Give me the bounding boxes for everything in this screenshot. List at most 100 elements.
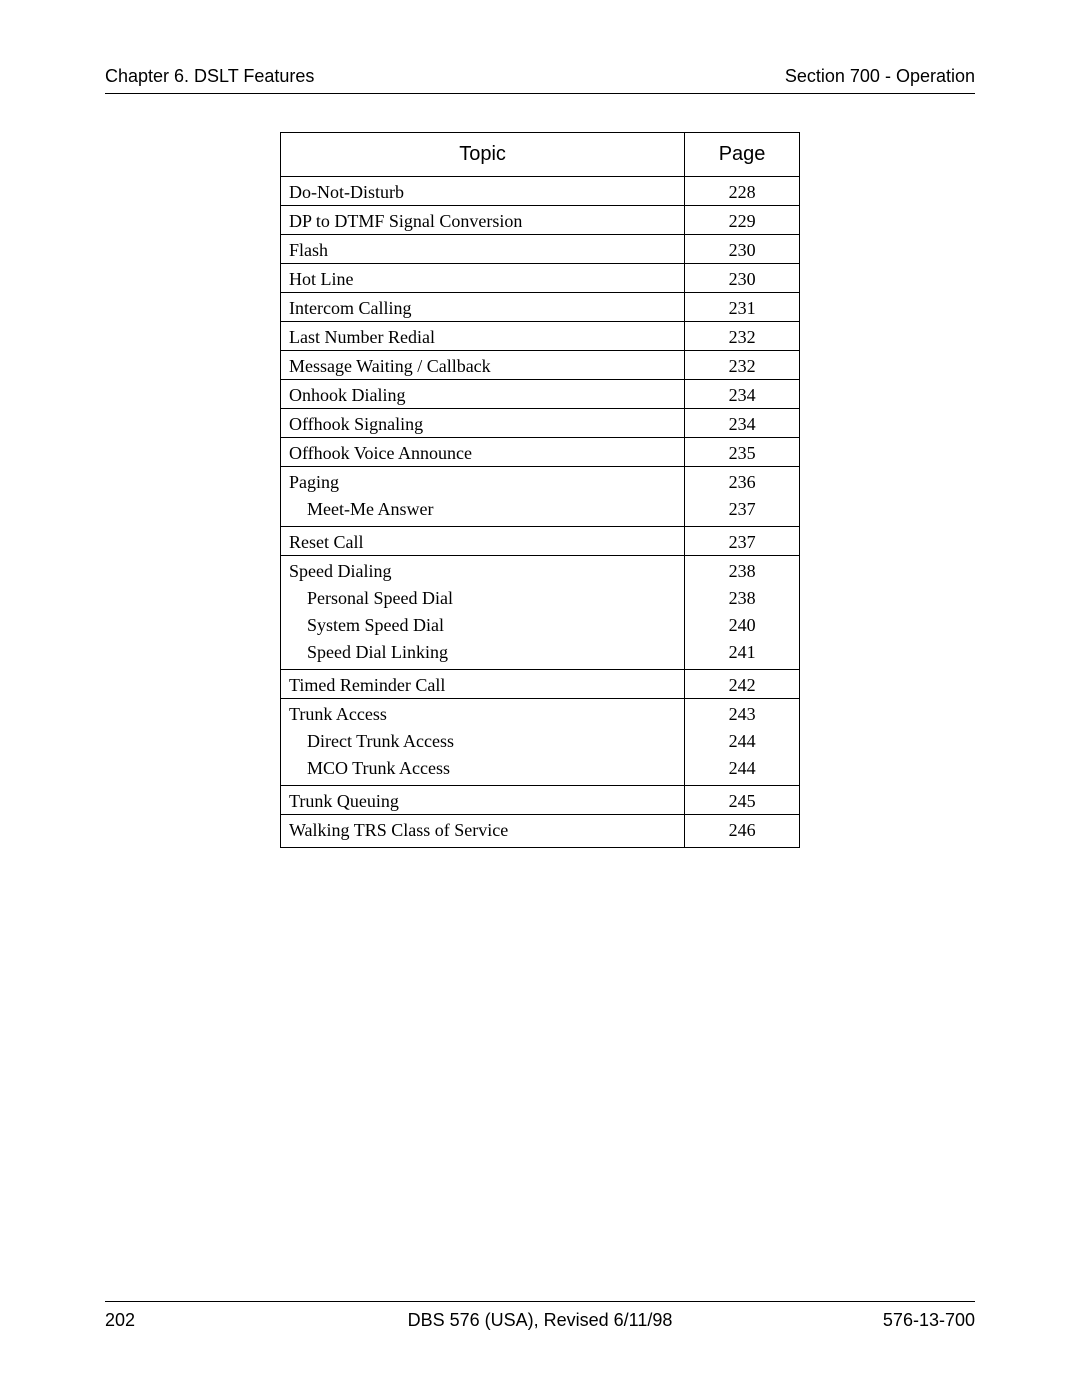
toc-topic: Hot Line xyxy=(289,269,354,289)
toc-topic-cell: Hot Line xyxy=(281,264,685,293)
toc-subtopic: Direct Trunk Access xyxy=(289,725,678,752)
table-row: Walking TRS Class of Service 246 xyxy=(281,815,800,848)
toc-subtopic: Meet-Me Answer xyxy=(289,493,678,520)
footer-center: DBS 576 (USA), Revised 6/11/98 xyxy=(105,1310,975,1331)
toc-page-cell: 236237 xyxy=(685,467,800,527)
toc-body: Do-Not-Disturb 228 DP to DTMF Signal Conve… xyxy=(281,177,800,848)
toc-header-row: Topic Page xyxy=(281,133,800,177)
toc-topic-cell: Walking TRS Class of Service xyxy=(281,815,685,848)
table-row: Onhook Dialing 234 xyxy=(281,380,800,409)
toc-subtopic: System Speed Dial xyxy=(289,609,678,636)
toc-page: 245 xyxy=(729,791,756,811)
toc-subpage: 238 xyxy=(685,582,799,609)
toc-subpage: 244 xyxy=(685,752,799,779)
toc-topic: Message Waiting / Callback xyxy=(289,356,491,376)
toc-subtopic: Speed Dial Linking xyxy=(289,636,678,663)
toc-page-cell: 230 xyxy=(685,264,800,293)
toc-topic: DP to DTMF Signal Conversion xyxy=(289,211,522,231)
toc-page: 234 xyxy=(729,414,756,434)
table-row: Message Waiting / Callback 232 xyxy=(281,351,800,380)
toc-page: 235 xyxy=(729,443,756,463)
toc-page: 238 xyxy=(729,561,756,581)
header-left: Chapter 6. DSLT Features xyxy=(105,66,314,87)
toc-page: 242 xyxy=(729,675,756,695)
table-row: DP to DTMF Signal Conversion 229 xyxy=(281,206,800,235)
table-row: Offhook Voice Announce 235 xyxy=(281,438,800,467)
toc-page-cell: 232 xyxy=(685,351,800,380)
toc-header-topic: Topic xyxy=(281,133,685,177)
table-row: Flash 230 xyxy=(281,235,800,264)
toc-page-cell: 234 xyxy=(685,409,800,438)
toc-page: 229 xyxy=(729,211,756,231)
toc-subtopic: Personal Speed Dial xyxy=(289,582,678,609)
toc-topic: Reset Call xyxy=(289,532,364,552)
table-row: Timed Reminder Call 242 xyxy=(281,670,800,699)
toc-page-cell: 235 xyxy=(685,438,800,467)
toc-topic: Walking TRS Class of Service xyxy=(289,820,508,840)
toc-table: Topic Page Do-Not-Disturb 228 DP to DTMF S… xyxy=(280,132,800,848)
toc-topic-cell: Reset Call xyxy=(281,527,685,556)
toc-page: 228 xyxy=(729,182,756,202)
toc-page-cell: 237 xyxy=(685,527,800,556)
toc-topic: Do-Not-Disturb xyxy=(289,182,404,202)
header-right: Section 700 - Operation xyxy=(785,66,975,87)
toc-page-cell: 245 xyxy=(685,786,800,815)
toc-subpage: 240 xyxy=(685,609,799,636)
table-row: PagingMeet-Me Answer236237 xyxy=(281,467,800,527)
toc-page: 236 xyxy=(729,472,756,492)
table-row: Do-Not-Disturb 228 xyxy=(281,177,800,206)
toc-header-page: Page xyxy=(685,133,800,177)
table-row: Intercom Calling 231 xyxy=(281,293,800,322)
toc-topic: Offhook Signaling xyxy=(289,414,423,434)
toc-topic: Flash xyxy=(289,240,328,260)
toc-topic: Offhook Voice Announce xyxy=(289,443,472,463)
page-header: Chapter 6. DSLT Features Section 700 - O… xyxy=(105,66,975,94)
toc-topic-cell: Onhook Dialing xyxy=(281,380,685,409)
toc-page-cell: 228 xyxy=(685,177,800,206)
toc-page-cell: 231 xyxy=(685,293,800,322)
toc-topic-cell: Trunk Queuing xyxy=(281,786,685,815)
toc-topic: Last Number Redial xyxy=(289,327,435,347)
toc-container: Topic Page Do-Not-Disturb 228 DP to DTMF S… xyxy=(105,132,975,848)
toc-page-cell: 229 xyxy=(685,206,800,235)
table-row: Last Number Redial 232 xyxy=(281,322,800,351)
table-row: Trunk Queuing 245 xyxy=(281,786,800,815)
toc-topic-cell: Intercom Calling xyxy=(281,293,685,322)
toc-topic-cell: Trunk AccessDirect Trunk AccessMCO Trunk… xyxy=(281,699,685,786)
toc-topic-cell: Message Waiting / Callback xyxy=(281,351,685,380)
toc-page: 246 xyxy=(729,820,756,840)
page-footer: 202 DBS 576 (USA), Revised 6/11/98 576-1… xyxy=(105,1301,975,1331)
toc-page-cell: 230 xyxy=(685,235,800,264)
toc-page-cell: 232 xyxy=(685,322,800,351)
toc-subpage: 237 xyxy=(685,493,799,520)
toc-page: 230 xyxy=(729,240,756,260)
toc-topic-cell: Last Number Redial xyxy=(281,322,685,351)
toc-topic: Trunk Access xyxy=(289,704,387,724)
toc-topic-cell: DP to DTMF Signal Conversion xyxy=(281,206,685,235)
toc-topic: Paging xyxy=(289,472,339,492)
document-page: Chapter 6. DSLT Features Section 700 - O… xyxy=(0,0,1080,1397)
toc-page: 232 xyxy=(729,356,756,376)
toc-page-cell: 234 xyxy=(685,380,800,409)
toc-subtopic: MCO Trunk Access xyxy=(289,752,678,779)
toc-page-cell: 242 xyxy=(685,670,800,699)
toc-topic-cell: Offhook Voice Announce xyxy=(281,438,685,467)
table-row: Speed DialingPersonal Speed DialSystem S… xyxy=(281,556,800,670)
toc-topic: Intercom Calling xyxy=(289,298,411,318)
toc-topic-cell: PagingMeet-Me Answer xyxy=(281,467,685,527)
table-row: Reset Call 237 xyxy=(281,527,800,556)
toc-topic: Timed Reminder Call xyxy=(289,675,445,695)
table-row: Hot Line 230 xyxy=(281,264,800,293)
toc-topic-cell: Flash xyxy=(281,235,685,264)
toc-page-cell: 243244244 xyxy=(685,699,800,786)
toc-topic-cell: Speed DialingPersonal Speed DialSystem S… xyxy=(281,556,685,670)
toc-subpage: 241 xyxy=(685,636,799,663)
table-row: Trunk AccessDirect Trunk AccessMCO Trunk… xyxy=(281,699,800,786)
toc-page: 243 xyxy=(729,704,756,724)
toc-page: 237 xyxy=(729,532,756,552)
toc-topic-cell: Timed Reminder Call xyxy=(281,670,685,699)
table-row: Offhook Signaling 234 xyxy=(281,409,800,438)
toc-topic: Trunk Queuing xyxy=(289,791,399,811)
toc-page: 232 xyxy=(729,327,756,347)
toc-page: 234 xyxy=(729,385,756,405)
